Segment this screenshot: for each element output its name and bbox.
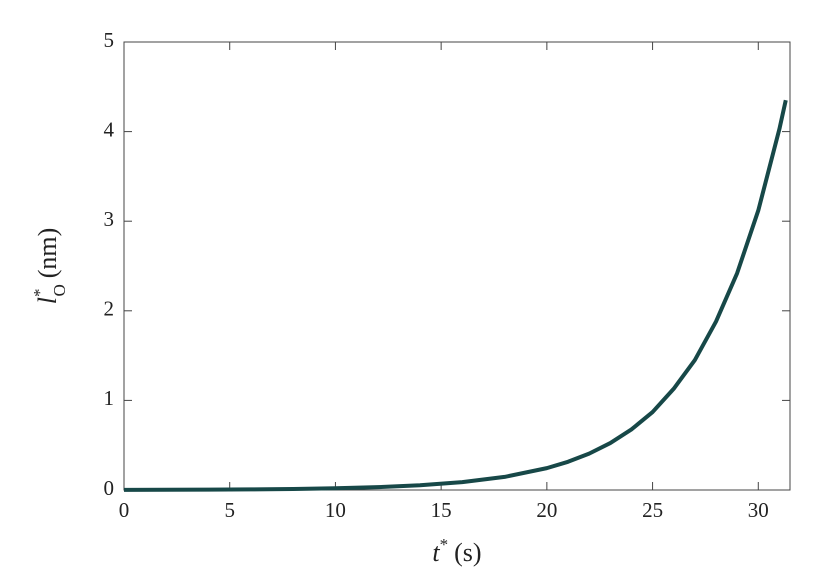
y-tick-label: 4 xyxy=(104,117,115,141)
x-tick-label: 0 xyxy=(119,498,130,522)
x-tick-label: 15 xyxy=(431,498,452,522)
x-tick-label: 20 xyxy=(536,498,557,522)
x-label-sup: * xyxy=(440,535,449,554)
y-tick-label: 1 xyxy=(104,386,115,410)
x-tick-label: 25 xyxy=(642,498,663,522)
x-axis-label: t* (s) xyxy=(432,535,481,567)
y-tick-label: 3 xyxy=(104,207,115,231)
y-axis-label: l*O (nm) xyxy=(30,228,69,305)
x-tick-label: 10 xyxy=(325,498,346,522)
y-tick-label: 0 xyxy=(104,476,115,500)
plot-frame xyxy=(123,41,791,491)
y-label-base: l xyxy=(33,297,62,304)
y-tick-label: 5 xyxy=(104,28,115,52)
y-label-sub: O xyxy=(50,284,69,296)
y-tick-label: 2 xyxy=(104,297,115,321)
line-series xyxy=(123,99,788,492)
x-tick-label: 30 xyxy=(748,498,769,522)
x-label-rest: (s) xyxy=(454,538,481,567)
y-label-rest: (nm) xyxy=(33,228,62,279)
x-label-base: t xyxy=(432,538,440,567)
y-label-sup: * xyxy=(30,289,49,298)
x-tick-label: 5 xyxy=(224,498,235,522)
